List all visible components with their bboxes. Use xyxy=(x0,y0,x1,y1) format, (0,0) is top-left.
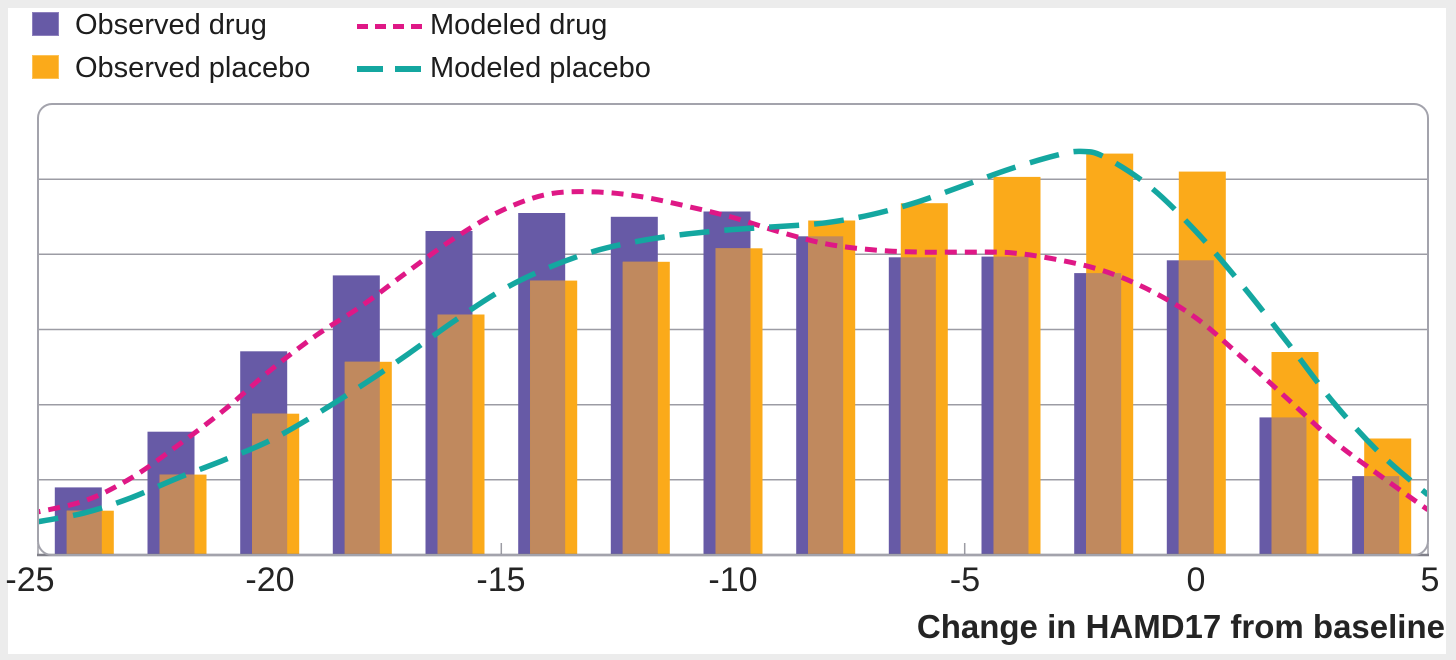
bar-overlap-region xyxy=(1364,476,1400,555)
bar-overlap-region xyxy=(715,248,751,556)
plot-frame xyxy=(37,103,1429,556)
bar-overlap-region xyxy=(808,236,844,556)
bar-overlap-region xyxy=(1178,260,1214,555)
modeled-placebo-line-icon xyxy=(357,66,422,72)
x-tick-label: -25 xyxy=(5,561,55,599)
modeled-drug-curve xyxy=(38,189,1428,517)
legend-label-modeled-placebo: Modeled placebo xyxy=(430,52,651,84)
observed-drug-swatch-icon xyxy=(32,12,59,36)
x-tick-label: 5 xyxy=(1420,561,1440,599)
modeled-placebo-curve xyxy=(38,148,1428,527)
bar-overlap-region xyxy=(900,257,936,555)
x-tick-label: -20 xyxy=(245,561,295,599)
modeled-drug-line-icon xyxy=(357,24,422,29)
legend-label-observed-drug: Observed drug xyxy=(75,9,267,41)
legend-label-modeled-drug: Modeled drug xyxy=(430,9,608,41)
bar-overlap-region xyxy=(159,474,195,555)
x-tick-label: -5 xyxy=(949,561,981,599)
bar-overlap-region xyxy=(993,256,1029,555)
bar-overlap-region xyxy=(66,510,102,555)
bar-overlap-region xyxy=(344,361,380,555)
bar-overlap-region xyxy=(437,314,473,555)
x-tick-label: 0 xyxy=(1186,561,1206,599)
x-tick-label: -10 xyxy=(708,561,758,599)
x-tick-label: -15 xyxy=(476,561,526,599)
bar-overlap-region xyxy=(1086,273,1122,555)
bar-overlap-region xyxy=(622,261,658,555)
observed-placebo-swatch-icon xyxy=(32,55,59,79)
bar-overlap-region xyxy=(530,280,566,555)
bar-overlap-region xyxy=(1271,417,1307,555)
legend-label-observed-placebo: Observed placebo xyxy=(75,52,311,84)
bar-overlap-region xyxy=(252,413,288,555)
x-axis-title: Change in HAMD17 from baseline xyxy=(916,608,1445,645)
